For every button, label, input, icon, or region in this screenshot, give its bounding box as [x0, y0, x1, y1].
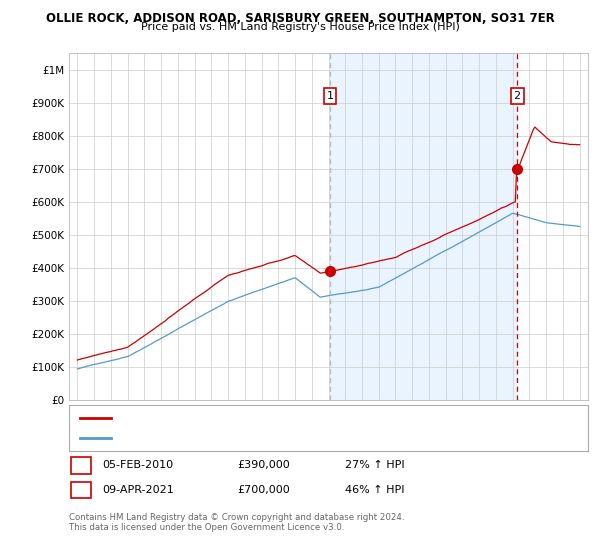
Text: 2: 2 — [514, 91, 521, 101]
Text: 09-APR-2021: 09-APR-2021 — [102, 485, 174, 495]
Text: Contains HM Land Registry data © Crown copyright and database right 2024.: Contains HM Land Registry data © Crown c… — [69, 513, 404, 522]
Text: 2: 2 — [77, 485, 85, 495]
Text: OLLIE ROCK, ADDISON ROAD, SARISBURY GREEN, SOUTHAMPTON, SO31 7ER: OLLIE ROCK, ADDISON ROAD, SARISBURY GREE… — [46, 12, 554, 25]
Text: 27% ↑ HPI: 27% ↑ HPI — [345, 460, 404, 470]
Text: This data is licensed under the Open Government Licence v3.0.: This data is licensed under the Open Gov… — [69, 523, 344, 532]
Text: 46% ↑ HPI: 46% ↑ HPI — [345, 485, 404, 495]
Text: £700,000: £700,000 — [237, 485, 290, 495]
Text: £390,000: £390,000 — [237, 460, 290, 470]
Text: OLLIE ROCK, ADDISON ROAD, SARISBURY GREEN, SOUTHAMPTON, SO31 7ER (detached: OLLIE ROCK, ADDISON ROAD, SARISBURY GREE… — [116, 413, 553, 423]
Text: 05-FEB-2010: 05-FEB-2010 — [102, 460, 173, 470]
Bar — [330, 53, 517, 400]
Text: 1: 1 — [326, 91, 334, 101]
Text: 1: 1 — [77, 460, 85, 470]
Text: HPI: Average price, detached house, Fareham: HPI: Average price, detached house, Fare… — [116, 433, 343, 443]
Text: Price paid vs. HM Land Registry's House Price Index (HPI): Price paid vs. HM Land Registry's House … — [140, 22, 460, 32]
